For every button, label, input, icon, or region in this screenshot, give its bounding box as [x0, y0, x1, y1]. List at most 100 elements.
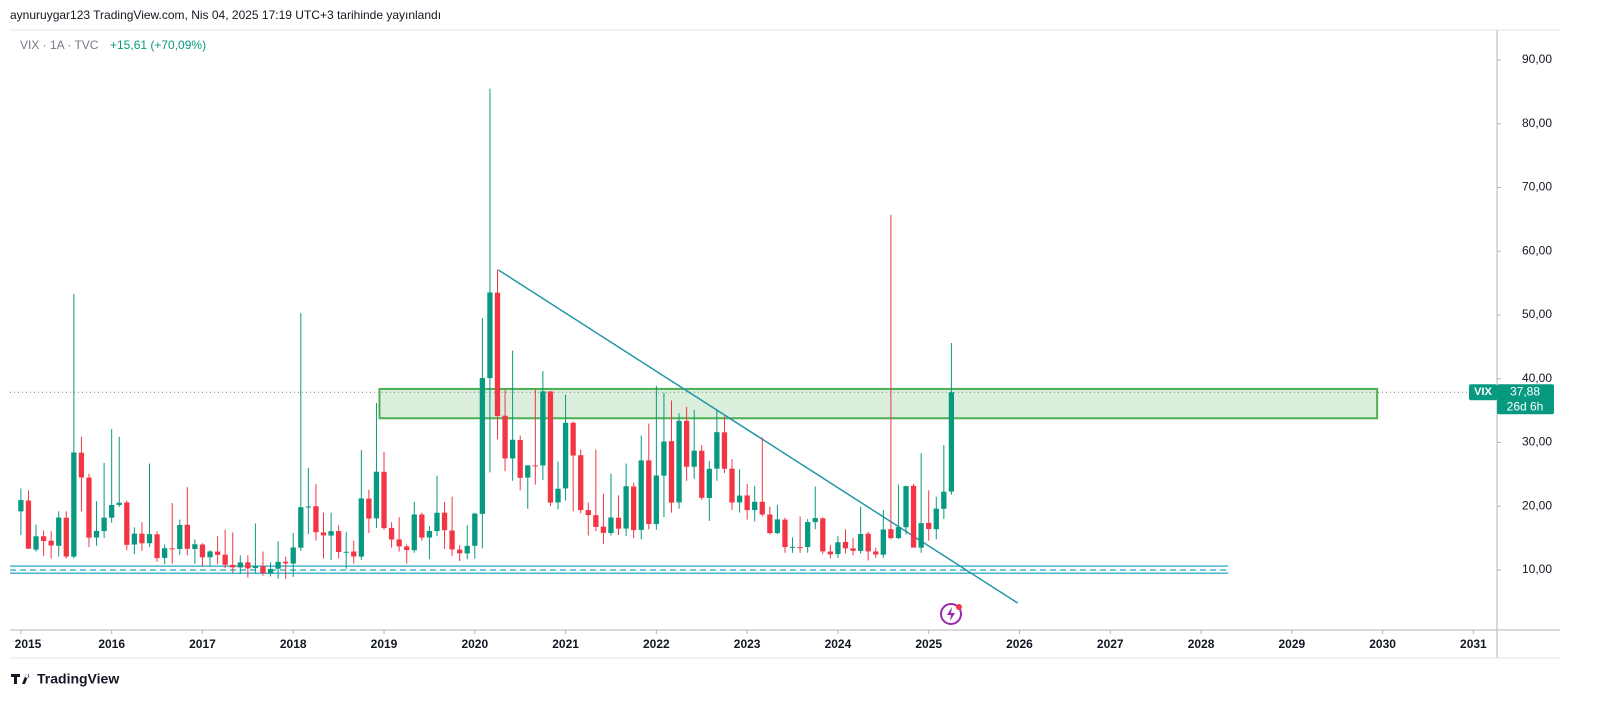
candle-body [419, 514, 425, 538]
candle-body [752, 501, 758, 511]
candle-body [25, 500, 32, 549]
candle-body [691, 450, 697, 467]
candle-body [721, 432, 728, 469]
candle-body [653, 475, 660, 525]
candle-body [124, 502, 130, 545]
candle-body [903, 486, 909, 528]
candle-body [714, 432, 720, 469]
candle-body [926, 522, 932, 530]
candle-body [910, 485, 917, 548]
price-tag-label: 37,88 [1510, 384, 1540, 398]
x-tick-label: 2019 [371, 637, 398, 651]
candle-body [880, 529, 886, 555]
candle-body [146, 534, 153, 544]
footer: TradingView [37, 671, 119, 687]
y-tick-label: 90,00 [1522, 52, 1552, 66]
candle-body [358, 498, 364, 557]
candle-body [532, 465, 538, 467]
x-tick-label: 2022 [643, 637, 670, 651]
candle-body [842, 541, 849, 549]
candle-body [517, 439, 523, 478]
candle-body [237, 562, 243, 568]
change: +15,61 (+70,09%) [110, 38, 206, 52]
candle-body [661, 441, 667, 476]
trendline [497, 269, 1019, 604]
x-tick-label: 2017 [189, 637, 216, 651]
candle-body [623, 486, 629, 529]
candle-body [547, 391, 554, 503]
y-tick-label: 30,00 [1522, 435, 1552, 449]
candle-body [18, 500, 24, 512]
candle-body [774, 519, 781, 534]
candle-body [615, 517, 622, 529]
candle-body [434, 512, 440, 532]
candle-body [192, 544, 198, 549]
x-tick-label: 2026 [1006, 637, 1033, 651]
x-tick-label: 2020 [461, 637, 488, 651]
candle-body [850, 548, 856, 551]
candle-body [827, 551, 834, 555]
candle-body [283, 561, 289, 564]
x-tick-label: 2028 [1188, 637, 1215, 651]
x-tick-label: 2024 [825, 637, 852, 651]
alert-icon [940, 603, 962, 625]
candle-body [199, 544, 206, 558]
candle-body [177, 524, 183, 549]
candle-body [744, 495, 750, 511]
x-tick-label: 2030 [1369, 637, 1396, 651]
candle-body [343, 551, 349, 553]
candle-body [222, 554, 228, 565]
y-tick-label: 70,00 [1522, 180, 1552, 194]
candle-body [540, 391, 546, 466]
candle-body [562, 422, 569, 489]
candle-body [207, 551, 213, 558]
candle-body [48, 540, 54, 546]
candle-body [373, 471, 380, 519]
candle-body [230, 564, 236, 568]
candle-body [404, 546, 410, 551]
candle-body [411, 514, 417, 551]
symbol: VIX · 1A · TVC [20, 38, 99, 52]
candle-body [245, 562, 251, 569]
candle-body [631, 486, 637, 531]
candle-body [820, 518, 826, 552]
candle-body [857, 533, 864, 551]
candle-body [736, 495, 743, 503]
candle-body [154, 534, 160, 559]
candle-body [472, 513, 478, 546]
candle-body [441, 512, 448, 531]
candle-body [305, 506, 312, 508]
countdown: 26d 6h [1507, 399, 1544, 413]
candle-body [585, 510, 591, 516]
candle-body [918, 523, 924, 548]
candle-body [494, 292, 501, 417]
candle-body [835, 542, 841, 555]
candle-body [706, 468, 712, 498]
candle-body [351, 551, 357, 557]
y-tick-label: 40,00 [1522, 371, 1552, 385]
y-tick-label: 50,00 [1522, 307, 1552, 321]
ticker-tag-label: VIX [1474, 386, 1492, 398]
candle-body [933, 508, 939, 530]
candle-body [789, 546, 796, 548]
price-tag [1497, 384, 1554, 415]
y-tick-label: 80,00 [1522, 116, 1552, 130]
y-tick-label: 20,00 [1522, 498, 1552, 512]
candle-body [457, 549, 463, 554]
candle-body [396, 539, 402, 547]
candle-body [71, 452, 77, 557]
candle-body [895, 527, 902, 539]
candle-body [865, 533, 871, 552]
candle-body [184, 524, 190, 549]
candle-body [275, 561, 281, 569]
candle-body [290, 547, 296, 564]
candle-body [335, 531, 342, 552]
x-tick-label: 2023 [734, 637, 761, 651]
x-tick-label: 2029 [1278, 637, 1305, 651]
candle-body [101, 517, 107, 532]
candle-body [578, 455, 584, 511]
candle-body [570, 422, 576, 456]
candle-body [525, 465, 531, 478]
